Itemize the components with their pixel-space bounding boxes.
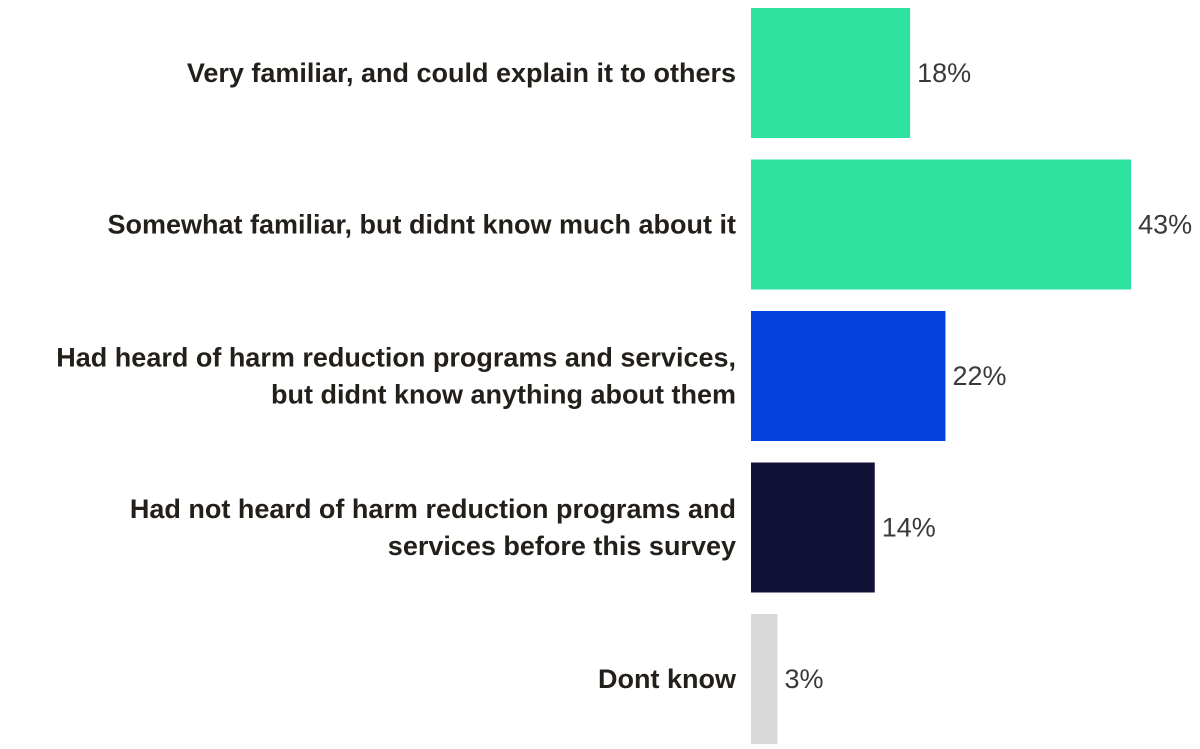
category-label-line: Had not heard of harm reduction programs… — [130, 494, 736, 524]
bar-4 — [751, 462, 875, 593]
value-label-1: 18% — [917, 58, 971, 88]
bar-1 — [751, 8, 911, 138]
category-label-5: Dont know — [598, 664, 737, 694]
bar-2 — [751, 159, 1132, 290]
category-label-3: Had heard of harm reduction programs and… — [56, 343, 736, 410]
category-label-line: Somewhat familiar, but didnt know much a… — [107, 210, 736, 240]
category-label-line: but didnt know anything about them — [271, 380, 736, 410]
value-label-5: 3% — [785, 664, 824, 694]
category-label-line: Dont know — [598, 664, 737, 694]
bar-3 — [751, 311, 946, 441]
category-label-2: Somewhat familiar, but didnt know much a… — [107, 210, 736, 240]
value-label-2: 43% — [1138, 210, 1192, 240]
category-label-line: Had heard of harm reduction programs and… — [56, 343, 736, 373]
bar-5 — [751, 614, 778, 744]
category-label-4: Had not heard of harm reduction programs… — [130, 494, 736, 561]
category-label-1: Very familiar, and could explain it to o… — [187, 58, 736, 88]
category-label-line: services before this survey — [388, 531, 736, 561]
category-label-line: Very familiar, and could explain it to o… — [187, 58, 736, 88]
value-label-3: 22% — [952, 361, 1006, 391]
value-label-4: 14% — [882, 513, 936, 543]
